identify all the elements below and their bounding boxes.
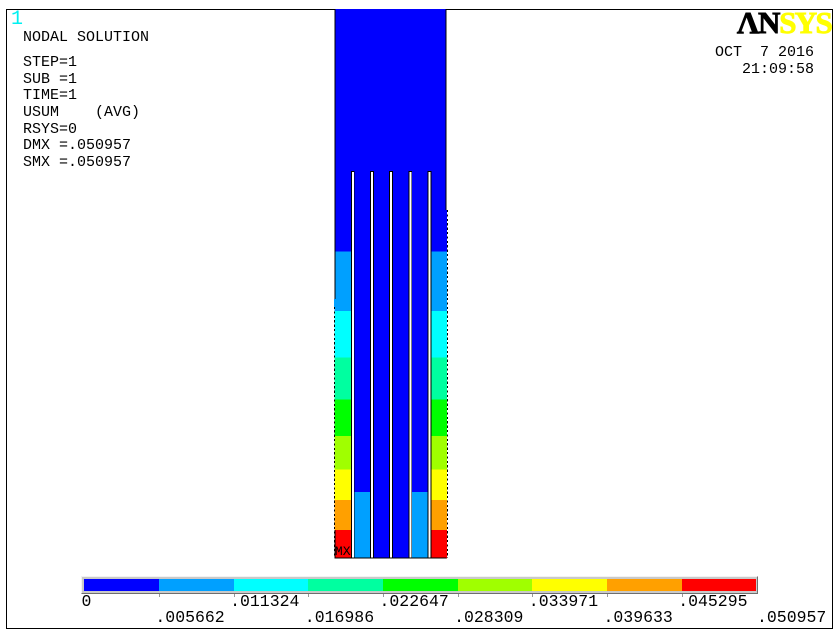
svg-text:MX: MX	[335, 544, 351, 559]
